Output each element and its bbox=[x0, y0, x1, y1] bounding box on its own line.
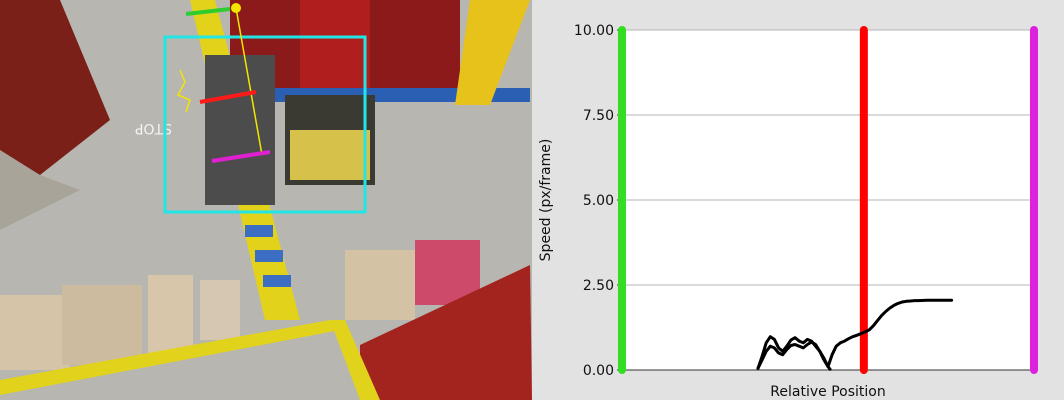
red-track-line bbox=[199, 90, 257, 104]
red-door bbox=[300, 0, 370, 95]
yellow-rail-post bbox=[330, 320, 380, 400]
left-rack bbox=[0, 0, 110, 175]
yellow-scribble bbox=[176, 69, 191, 113]
y-tick-label: 0.00 bbox=[583, 363, 614, 379]
box-5 bbox=[345, 250, 415, 320]
vertical-markers bbox=[618, 26, 1038, 374]
y-tick-labels: 0.00 2.50 5.00 7.50 10.00 bbox=[574, 23, 614, 379]
left-rack-floor bbox=[0, 150, 80, 230]
box-3 bbox=[148, 275, 193, 355]
yellow-trajectory bbox=[235, 7, 263, 156]
walkway-blue-1 bbox=[245, 225, 273, 237]
green-track-line bbox=[185, 7, 231, 16]
series-line bbox=[756, 298, 954, 370]
speed-chart: 0.00 2.50 5.00 7.50 10.00 Speed (px/frame) R… bbox=[538, 23, 1038, 400]
camera-view: STOP bbox=[0, 0, 532, 400]
walkway-blue-3 bbox=[263, 275, 291, 287]
yellow-rail bbox=[0, 320, 340, 395]
series-line bbox=[756, 340, 832, 371]
grid-lines bbox=[617, 29, 1034, 371]
magenta-track-line bbox=[211, 150, 271, 163]
floor-stop-text: STOP bbox=[135, 120, 172, 136]
yellow-pillar bbox=[455, 0, 530, 105]
forklift-load-rack bbox=[205, 55, 275, 205]
roi-box bbox=[163, 35, 367, 214]
x-axis-label: Relative Position bbox=[770, 384, 885, 400]
y-tick-label: 7.50 bbox=[583, 108, 614, 124]
y-axis-label: Speed (px/frame) bbox=[538, 139, 554, 262]
y-tick-label: 10.00 bbox=[574, 23, 614, 39]
y-tick-label: 2.50 bbox=[583, 278, 614, 294]
box-4 bbox=[200, 280, 240, 340]
walkway-blue-2 bbox=[255, 250, 283, 262]
camera-scene: STOP bbox=[0, 0, 532, 400]
y-tick-label: 5.00 bbox=[583, 193, 614, 209]
forklift-yellow bbox=[290, 130, 370, 180]
box-1 bbox=[0, 295, 70, 370]
series-lines bbox=[756, 298, 954, 371]
speed-chart-panel: 0.00 2.50 5.00 7.50 10.00 Speed (px/frame) R… bbox=[532, 0, 1064, 400]
box-2 bbox=[62, 285, 142, 365]
red-crates bbox=[360, 265, 532, 400]
